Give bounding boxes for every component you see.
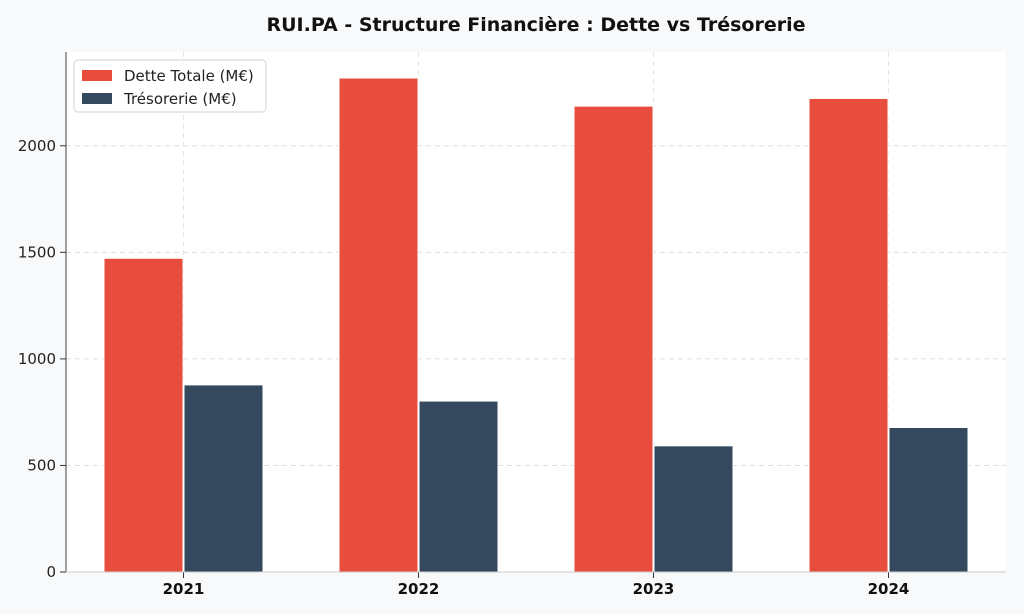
chart-title: RUI.PA - Structure Financière : Dette vs…: [266, 14, 805, 36]
x-tick-label: 2024: [868, 580, 910, 598]
x-tick-label: 2022: [398, 580, 440, 598]
legend-box: [73, 59, 267, 113]
bar-tresorerie: [888, 427, 969, 573]
y-tick-label: 500: [27, 456, 56, 474]
axes: 0 500 1000 1500 2000 2021 2022 2023 2024: [18, 52, 1006, 598]
bar-dette: [338, 77, 419, 573]
bar-tresorerie: [653, 445, 734, 573]
bar-dette: [103, 257, 184, 573]
y-tick-label: 2000: [18, 137, 56, 155]
legend-label: Trésorerie (M€): [123, 90, 237, 108]
legend-swatch: [82, 70, 112, 81]
legend-label: Dette Totale (M€): [124, 67, 254, 85]
bar-dette: [808, 97, 889, 573]
legend: Dette Totale (M€) Trésorerie (M€): [73, 59, 267, 113]
legend-swatch: [82, 93, 112, 104]
x-tick-label: 2023: [633, 580, 675, 598]
y-tick-label: 1000: [18, 350, 56, 368]
bar-dette: [573, 105, 654, 573]
bar-tresorerie: [183, 384, 264, 573]
bar-tresorerie: [418, 400, 499, 573]
y-tick-label: 1500: [18, 243, 56, 261]
bars: [103, 77, 969, 573]
y-tick-label: 0: [46, 563, 56, 581]
x-tick-label: 2021: [163, 580, 205, 598]
